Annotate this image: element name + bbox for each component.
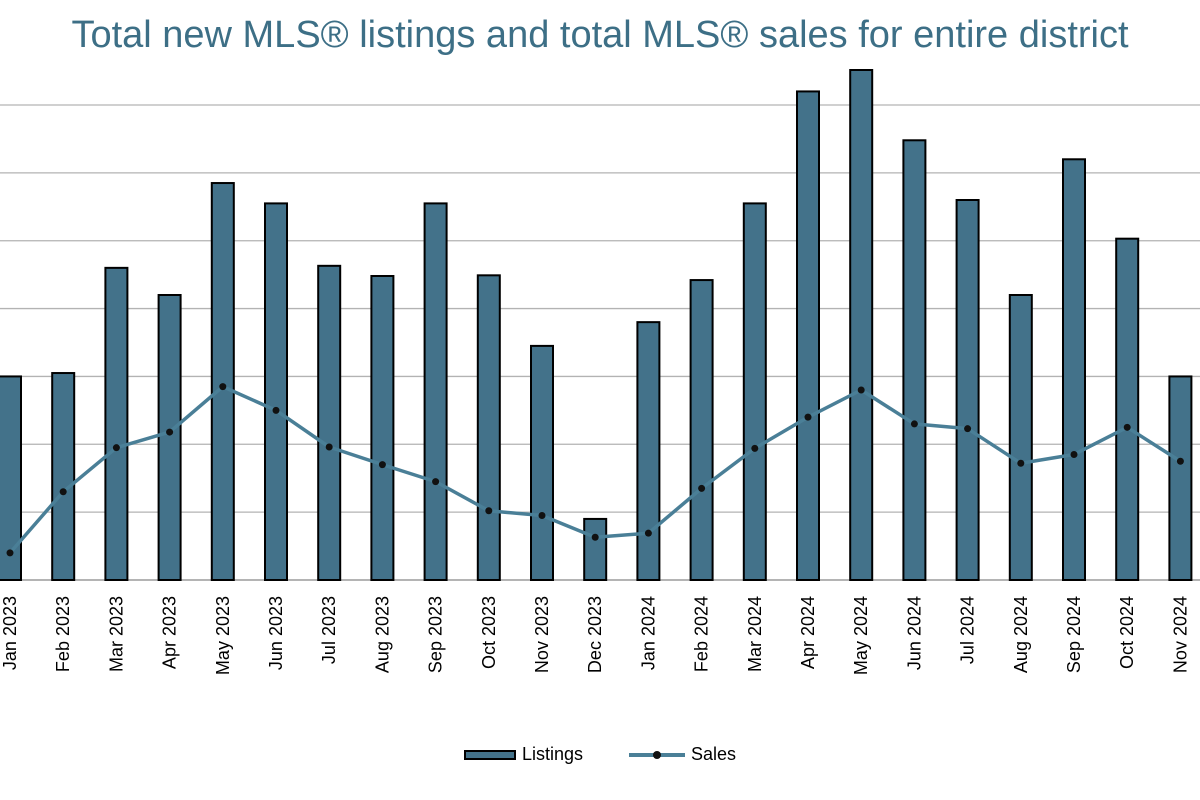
x-tick-label: May 2023 xyxy=(213,596,233,675)
x-tick-label: Dec 2023 xyxy=(585,596,605,673)
sales-point xyxy=(325,443,333,451)
listings-bar xyxy=(423,202,448,581)
x-tick-label: Nov 2024 xyxy=(1170,596,1190,673)
sales-point xyxy=(59,488,67,496)
listings-bar xyxy=(742,202,767,581)
sales-point xyxy=(6,549,14,557)
x-tick-label: Jul 2023 xyxy=(319,596,339,664)
sales-point xyxy=(112,444,120,452)
x-tick-label: Jul 2024 xyxy=(958,596,978,664)
listings-bar xyxy=(530,344,554,581)
legend-sales-swatch xyxy=(629,748,685,762)
sales-point xyxy=(857,386,865,394)
chart-title: Total new MLS® listings and total MLS® s… xyxy=(71,14,1129,56)
listings-bar xyxy=(210,182,235,582)
sales-point xyxy=(432,478,440,486)
listings-bar xyxy=(1008,294,1033,581)
listings-bar xyxy=(849,69,874,581)
listings-bar xyxy=(264,202,288,581)
listings-bar xyxy=(51,372,76,581)
listings-bar xyxy=(1168,375,1193,581)
legend-listings-swatch xyxy=(463,749,516,760)
listings-bar xyxy=(370,275,395,581)
sales-point xyxy=(698,484,706,492)
x-tick-label: Oct 2023 xyxy=(479,596,499,669)
sales-point xyxy=(751,444,759,452)
x-tick-label: Oct 2024 xyxy=(1117,596,1137,669)
x-tick-label: Jan 2023 xyxy=(0,596,20,670)
sales-point xyxy=(166,428,174,436)
listings-bar xyxy=(317,264,342,581)
sales-point xyxy=(219,383,227,391)
sales-point xyxy=(1176,457,1184,465)
x-tick-label: Mar 2024 xyxy=(745,596,765,672)
grid-lines xyxy=(0,104,1200,581)
x-tick-label: May 2024 xyxy=(851,596,871,675)
listings-bar xyxy=(583,517,608,582)
sales-point xyxy=(1070,450,1078,458)
sales-point xyxy=(910,420,918,428)
x-tick-label: Aug 2024 xyxy=(1011,596,1031,673)
x-tick-label: Feb 2024 xyxy=(692,596,712,672)
sales-point xyxy=(804,413,812,421)
x-tick-label: Sep 2024 xyxy=(1064,596,1084,673)
legend-item-sales: Sales xyxy=(629,744,736,765)
x-tick-label: Nov 2023 xyxy=(532,596,552,673)
x-tick-label: Apr 2024 xyxy=(798,596,818,669)
x-tick-label: Jun 2023 xyxy=(266,596,286,670)
listings-bars xyxy=(0,69,1193,582)
x-tick-label: Aug 2023 xyxy=(372,596,392,673)
sales-point xyxy=(964,425,972,433)
legend-listings-label: Listings xyxy=(521,744,583,764)
sales-line xyxy=(6,383,1184,557)
sales-point xyxy=(272,406,280,414)
listings-bar xyxy=(1062,158,1086,582)
listings-bar xyxy=(476,274,501,581)
sales-point xyxy=(1123,423,1131,431)
listings-bar xyxy=(157,294,182,581)
x-tick-label: Apr 2023 xyxy=(160,596,180,669)
chart-plot: Jan 2023 Feb 2023 Mar 2023 Apr 2023 May 2023… xyxy=(0,69,1200,675)
legend-sales-label: Sales xyxy=(691,744,737,764)
listings-bar xyxy=(902,139,927,582)
x-tick-label: Sep 2023 xyxy=(426,596,446,673)
x-tick-label: Feb 2023 xyxy=(53,596,73,672)
sales-point xyxy=(1017,459,1025,467)
listings-bar xyxy=(104,266,129,581)
listings-bar xyxy=(689,279,714,581)
sales-point xyxy=(591,533,599,541)
legend-item-listings: Listings xyxy=(463,744,583,765)
listings-bar xyxy=(955,199,980,581)
legend-sales-marker xyxy=(653,750,661,759)
sales-point xyxy=(378,461,386,469)
sales-point xyxy=(644,529,652,537)
listings-bar xyxy=(796,90,820,582)
listings-bar xyxy=(1115,237,1140,582)
x-tick-label: Mar 2023 xyxy=(106,596,126,672)
x-tick-label: Jun 2024 xyxy=(904,596,924,670)
listings-bar xyxy=(636,321,661,581)
sales-point xyxy=(538,512,546,520)
sales-point xyxy=(485,507,493,515)
listings-bar xyxy=(0,375,22,581)
x-axis-tick-labels: Jan 2023 Feb 2023 Mar 2023 Apr 2023 May 2023… xyxy=(0,596,1190,675)
x-tick-label: Jan 2024 xyxy=(638,596,658,670)
legend: Listings Sales xyxy=(0,744,1200,765)
